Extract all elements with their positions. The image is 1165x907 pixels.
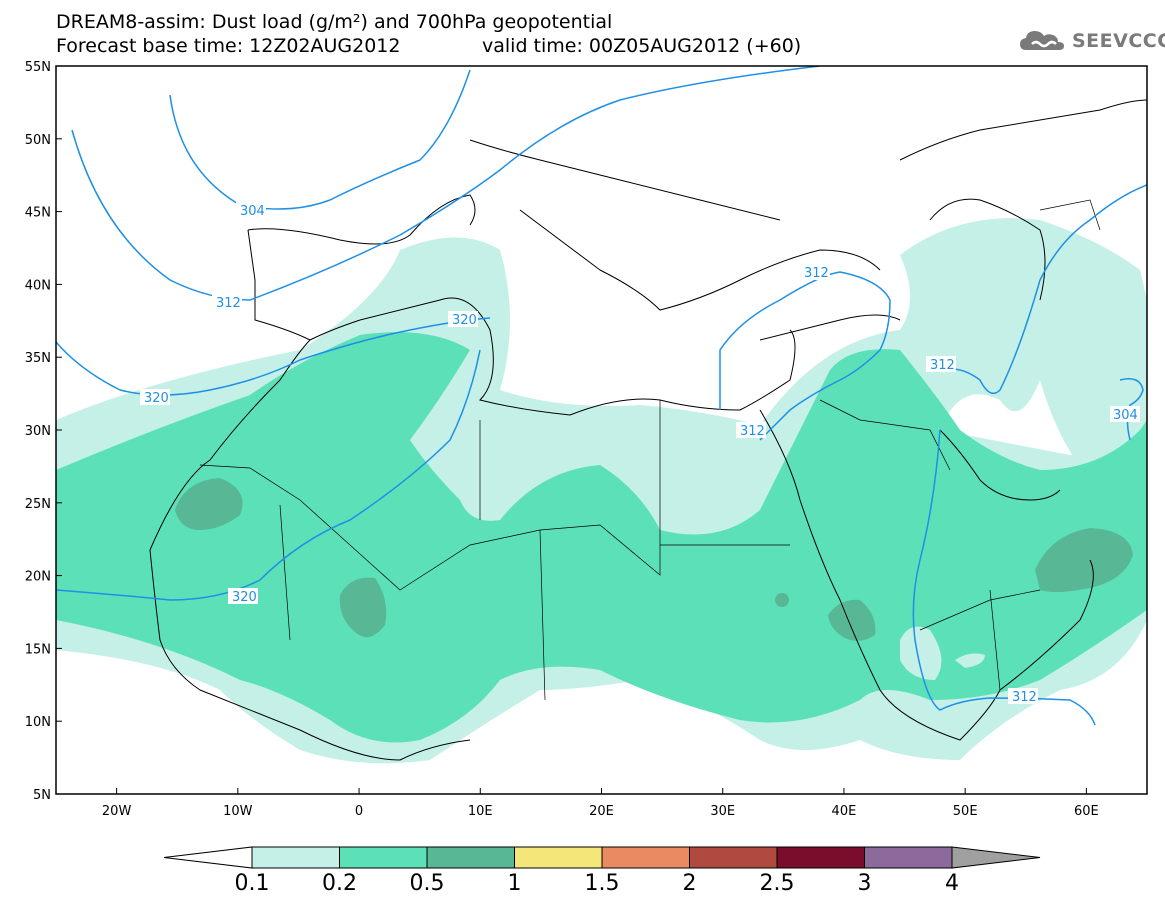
colorbar-label: 2.5 xyxy=(760,871,795,896)
colorbar-label: 1.5 xyxy=(585,871,620,896)
contour-label: 312 xyxy=(216,296,241,311)
colorbar-box xyxy=(426,846,515,869)
latitude-label: 45N xyxy=(25,206,51,221)
latitude-label: 35N xyxy=(25,351,51,366)
country-borders xyxy=(199,199,1101,701)
contour-312-west xyxy=(71,66,821,301)
contour-label: 312 xyxy=(1012,690,1037,705)
latitude-label: 5N xyxy=(33,788,51,803)
colorbar: 0.1 0.2 0.5 1 1.5 2 2.5 3 4 xyxy=(163,846,1041,896)
colorbar-box xyxy=(514,846,603,869)
longitude-label: 50E xyxy=(953,804,978,819)
contour-320-africa xyxy=(56,349,481,601)
contour-312-arabia xyxy=(939,184,1147,395)
logo-text: SEEVCCC xyxy=(1072,30,1165,52)
dust-region-0.5-e xyxy=(775,593,789,607)
colorbar-box xyxy=(776,846,865,869)
dust-region-0.5-d xyxy=(828,599,876,641)
longitude-label: 0 xyxy=(355,804,363,819)
colorbar-right-arrow xyxy=(951,846,1041,869)
coastlines xyxy=(149,99,1147,761)
colorbar-labels: 0.1 0.2 0.5 1 1.5 2 2.5 3 4 xyxy=(235,871,960,896)
longitude-label: 20E xyxy=(589,804,614,819)
dust-region-0.5-a xyxy=(175,478,243,530)
cloud-icon xyxy=(1020,31,1064,50)
contour-304-west xyxy=(169,69,471,210)
colorbar-left-arrow xyxy=(163,846,253,869)
map: 304 312 320 320 320 312 312 312 312 304 … xyxy=(25,60,1148,819)
longitude-labels: 20W 10W 0 10E 20E 30E 40E 50E 60E xyxy=(102,788,1099,819)
contour-label: 320 xyxy=(232,590,257,605)
contour-label: 312 xyxy=(804,266,829,281)
latitude-label: 50N xyxy=(25,133,51,148)
latitude-label: 20N xyxy=(25,570,51,585)
latitude-label: 10N xyxy=(25,715,51,730)
dust-region-0.5-c xyxy=(1035,528,1133,593)
colorbar-box xyxy=(339,846,428,869)
dust-region-0.5-b xyxy=(339,577,387,638)
colorbar-label: 0.5 xyxy=(410,871,445,896)
contour-label: 320 xyxy=(144,391,169,406)
longitude-label: 30E xyxy=(710,804,735,819)
contour-label: 304 xyxy=(1113,408,1138,423)
latitude-label: 30N xyxy=(25,424,51,439)
dust-hole-0.1-b xyxy=(955,653,985,668)
longitude-label: 20W xyxy=(102,804,132,819)
colorbar-box xyxy=(864,846,953,869)
contour-label: 312 xyxy=(740,424,765,439)
longitude-label: 60E xyxy=(1074,804,1099,819)
contour-label: 320 xyxy=(452,313,477,328)
colorbar-boxes xyxy=(163,846,1041,869)
colorbar-label: 3 xyxy=(858,871,872,896)
latitude-label: 25N xyxy=(25,497,51,512)
colorbar-box xyxy=(251,846,340,869)
longitude-label: 40E xyxy=(832,804,857,819)
colorbar-label: 0.2 xyxy=(322,871,357,896)
contour-label-group: 304 312 320 320 320 312 312 312 312 304 xyxy=(140,202,1140,705)
colorbar-label: 0.1 xyxy=(235,871,270,896)
colorbar-label: 4 xyxy=(945,871,959,896)
contour-label: 312 xyxy=(930,358,955,373)
latitude-label: 15N xyxy=(25,642,51,657)
colorbar-box xyxy=(601,846,690,869)
contour-312-south xyxy=(912,429,1096,726)
forecast-base-time: Forecast base time: 12Z02AUG2012 xyxy=(56,35,401,57)
map-title: DREAM8-assim: Dust load (g/m²) and 700hP… xyxy=(56,11,613,33)
contour-320-west xyxy=(56,317,491,396)
contour-312-east xyxy=(719,271,891,441)
colorbar-box xyxy=(689,846,778,869)
latitude-labels: 55N 50N 45N 40N 35N 30N 25N 20N 15N 10N 5N xyxy=(25,60,62,803)
dust-hole-0.1 xyxy=(900,626,942,680)
colorbar-label: 1 xyxy=(508,871,522,896)
dust-region-0.2 xyxy=(56,332,1147,743)
longitude-label: 10E xyxy=(468,804,493,819)
longitude-label: 10W xyxy=(223,804,253,819)
colorbar-label: 2 xyxy=(683,871,697,896)
contour-label: 304 xyxy=(240,204,265,219)
latitude-label: 55N xyxy=(25,60,51,75)
seevccc-logo: SEEVCCC xyxy=(1018,26,1165,56)
valid-time: valid time: 00Z05AUG2012 (+60) xyxy=(482,35,802,57)
geopotential-contours xyxy=(56,66,1147,726)
latitude-label: 40N xyxy=(25,278,51,293)
